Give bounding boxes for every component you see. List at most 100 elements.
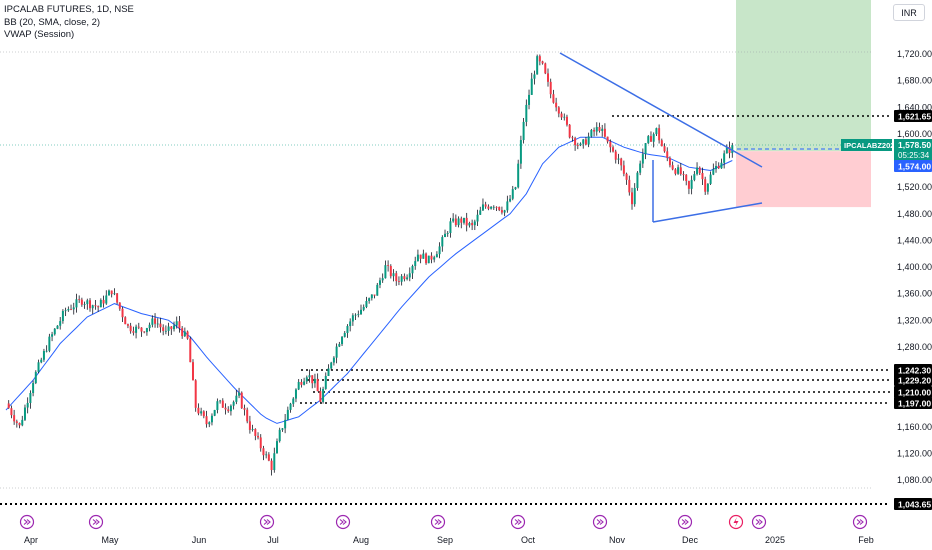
candle[interactable] xyxy=(479,206,482,216)
candle[interactable] xyxy=(341,336,344,347)
candle[interactable] xyxy=(83,301,86,309)
candle[interactable] xyxy=(712,163,715,176)
candle[interactable] xyxy=(61,309,64,324)
candle[interactable] xyxy=(221,398,224,408)
candle[interactable] xyxy=(625,172,628,185)
candle[interactable] xyxy=(56,325,59,330)
candle[interactable] xyxy=(452,213,455,223)
candle[interactable] xyxy=(598,122,601,133)
candle[interactable] xyxy=(446,231,449,237)
candle[interactable] xyxy=(294,388,297,403)
candle[interactable] xyxy=(601,124,604,137)
candle[interactable] xyxy=(522,117,525,144)
candle[interactable] xyxy=(677,164,680,175)
candle[interactable] xyxy=(213,409,216,417)
candle[interactable] xyxy=(709,171,712,186)
candle[interactable] xyxy=(183,327,186,337)
candle[interactable] xyxy=(671,161,674,171)
entry-tag[interactable]: 1,574.00 xyxy=(894,160,932,172)
candle[interactable] xyxy=(140,327,143,337)
candle[interactable] xyxy=(232,400,235,410)
lower-trendline[interactable] xyxy=(652,202,763,223)
candle[interactable] xyxy=(639,160,642,176)
candle[interactable] xyxy=(444,229,447,238)
candle[interactable] xyxy=(173,321,176,332)
candle[interactable] xyxy=(506,195,509,213)
candle[interactable] xyxy=(582,138,585,149)
candle[interactable] xyxy=(186,330,189,340)
candle[interactable] xyxy=(251,424,254,432)
candle[interactable] xyxy=(281,428,284,432)
candle[interactable] xyxy=(42,348,45,362)
candle[interactable] xyxy=(555,97,558,112)
candle[interactable] xyxy=(652,132,655,148)
candle[interactable] xyxy=(378,277,381,289)
candle[interactable] xyxy=(189,336,192,363)
candle[interactable] xyxy=(563,113,566,121)
candle[interactable] xyxy=(89,298,92,312)
legend-vwap[interactable]: VWAP (Session) xyxy=(4,29,75,40)
candle[interactable] xyxy=(565,114,568,127)
candle[interactable] xyxy=(593,127,596,137)
candle[interactable] xyxy=(400,274,403,286)
candle[interactable] xyxy=(135,324,138,339)
candle[interactable] xyxy=(257,432,260,440)
candle[interactable] xyxy=(292,397,295,407)
candle[interactable] xyxy=(286,406,289,421)
candle[interactable] xyxy=(655,127,658,137)
candle[interactable] xyxy=(246,407,249,424)
candle[interactable] xyxy=(175,316,178,329)
event-icon[interactable] xyxy=(852,514,868,530)
candle[interactable] xyxy=(414,256,417,270)
candle[interactable] xyxy=(603,123,606,138)
support-tag-low[interactable]: 1,043.65 xyxy=(894,498,932,510)
candle[interactable] xyxy=(449,217,452,238)
candle[interactable] xyxy=(243,404,246,416)
candle[interactable] xyxy=(533,70,536,85)
candle[interactable] xyxy=(357,310,360,318)
event-icon[interactable] xyxy=(751,514,767,530)
candle[interactable] xyxy=(441,235,444,252)
candle[interactable] xyxy=(679,162,682,176)
event-icon[interactable] xyxy=(19,514,35,530)
candle[interactable] xyxy=(273,447,276,473)
candle[interactable] xyxy=(511,185,514,201)
candle[interactable] xyxy=(229,404,232,416)
candle[interactable] xyxy=(476,209,479,226)
candle[interactable] xyxy=(720,158,723,169)
candle[interactable] xyxy=(116,293,119,305)
candle[interactable] xyxy=(579,142,582,147)
earnings-flash-icon[interactable] xyxy=(728,514,744,530)
candle[interactable] xyxy=(365,296,368,309)
upper-trendline[interactable] xyxy=(559,52,763,168)
candle[interactable] xyxy=(701,167,704,186)
candle[interactable] xyxy=(99,298,102,308)
candle[interactable] xyxy=(343,331,346,338)
candle[interactable] xyxy=(15,419,18,428)
candle[interactable] xyxy=(454,214,457,227)
candle[interactable] xyxy=(313,373,316,388)
candle[interactable] xyxy=(64,307,67,317)
candle[interactable] xyxy=(284,414,287,434)
candle[interactable] xyxy=(590,128,593,138)
candle[interactable] xyxy=(10,405,13,419)
candle[interactable] xyxy=(102,295,105,308)
candle[interactable] xyxy=(723,150,726,169)
candle[interactable] xyxy=(704,176,707,195)
event-icon[interactable] xyxy=(677,514,693,530)
candle[interactable] xyxy=(51,331,54,342)
candle[interactable] xyxy=(544,62,547,75)
candle[interactable] xyxy=(690,175,693,195)
candle[interactable] xyxy=(72,302,75,315)
candle[interactable] xyxy=(376,282,379,296)
candle[interactable] xyxy=(156,318,159,328)
candle[interactable] xyxy=(53,327,56,336)
candle[interactable] xyxy=(525,99,528,127)
candle[interactable] xyxy=(7,400,10,409)
candle[interactable] xyxy=(124,316,127,325)
candle[interactable] xyxy=(668,156,671,168)
candle[interactable] xyxy=(40,357,43,364)
event-icon[interactable] xyxy=(510,514,526,530)
candle[interactable] xyxy=(137,322,140,330)
